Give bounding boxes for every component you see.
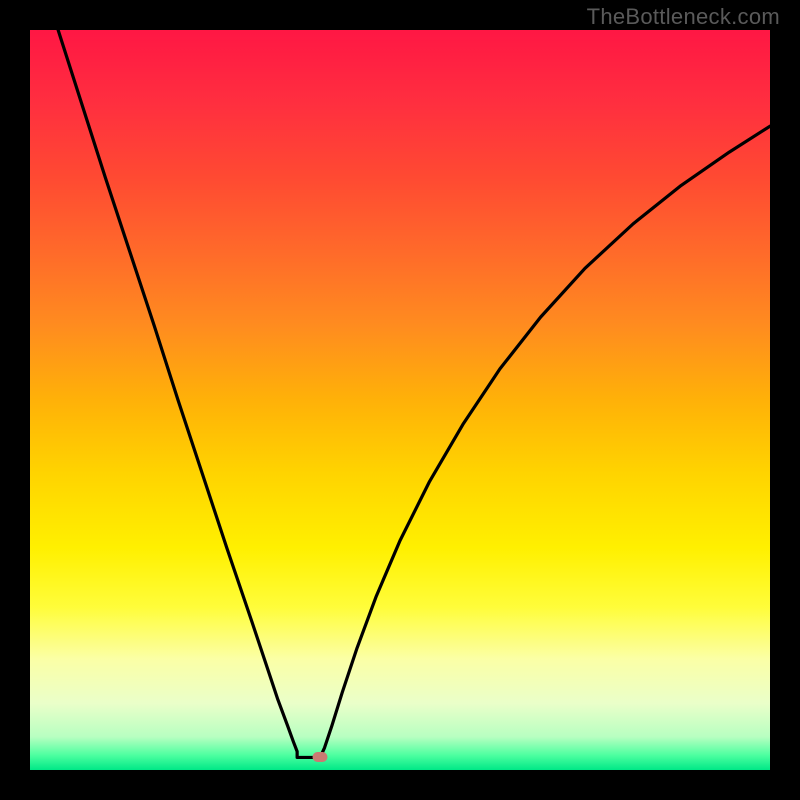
bottleneck-marker (313, 752, 328, 762)
chart-container: TheBottleneck.com (0, 0, 800, 800)
plot-area (30, 30, 770, 770)
bottleneck-curve (30, 30, 770, 770)
watermark-text: TheBottleneck.com (587, 4, 780, 30)
